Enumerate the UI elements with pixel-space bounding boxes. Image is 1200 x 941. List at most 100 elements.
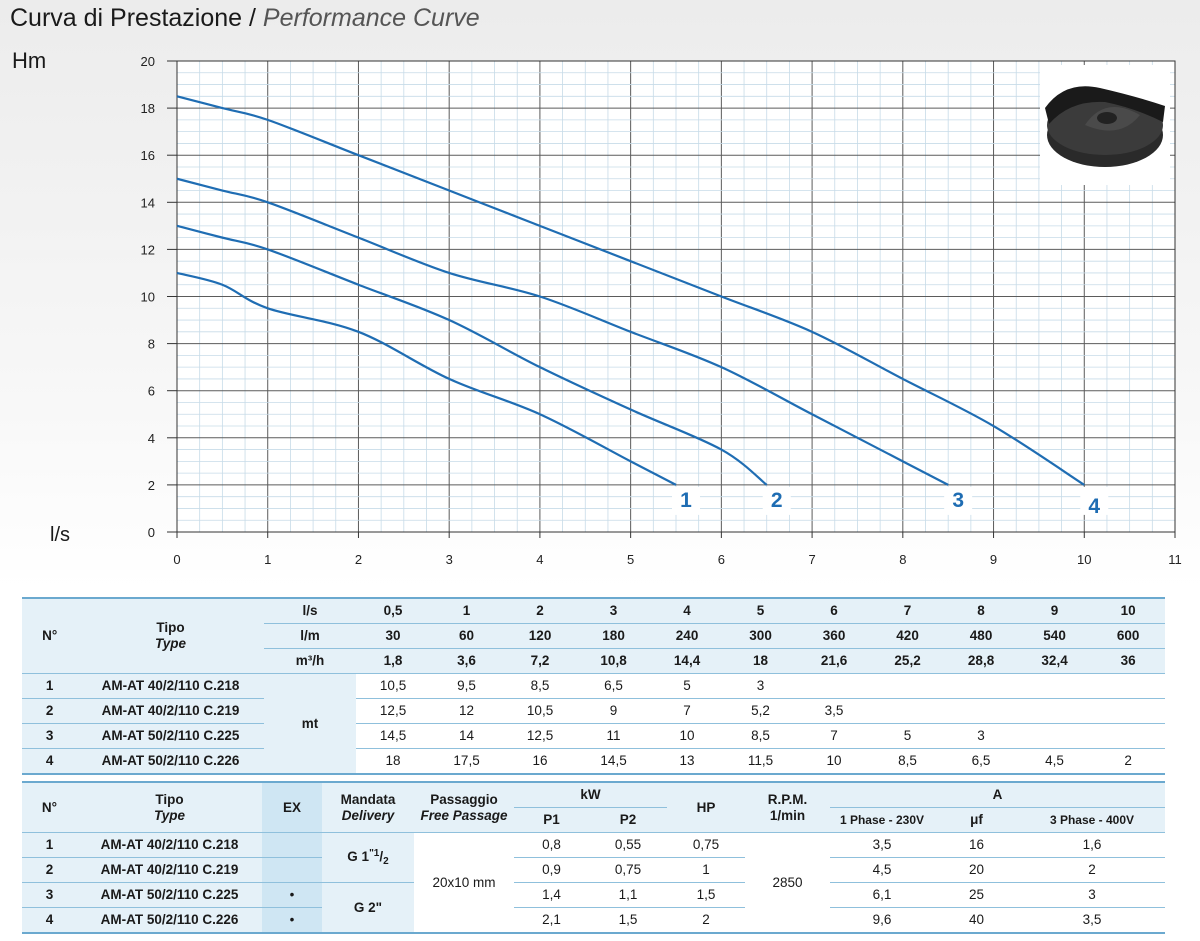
head-cell: 17,5 — [453, 753, 480, 768]
flow-lm-cell: 120 — [503, 623, 577, 649]
hp-cell: 1,5 — [696, 887, 716, 902]
type-header: Tipo Type — [77, 782, 262, 833]
head-cell — [944, 674, 1018, 699]
y-tick-label: 2 — [148, 478, 155, 493]
row-number: 4 — [22, 748, 78, 774]
row-number: 3 — [22, 723, 78, 749]
head-cell: 14,5 — [379, 728, 407, 743]
p2-cell: 1,1 — [618, 887, 638, 902]
head-cell — [1091, 674, 1165, 699]
mandata-label: Mandata — [340, 791, 396, 807]
p2-header: P2 — [589, 807, 667, 833]
head-cell: 3 — [756, 678, 765, 693]
head-cell: 5 — [903, 728, 912, 743]
a3-cell: 1,6 — [1082, 837, 1102, 852]
flow-lm-cell: 600 — [1091, 623, 1165, 649]
p1-cell: 1,4 — [542, 887, 561, 902]
ex-marker — [262, 857, 322, 883]
tipo-label: Tipo — [156, 620, 185, 635]
x-tick-label: 1 — [264, 552, 271, 567]
type-header: Tipo Type — [77, 598, 264, 674]
y-tick-label: 6 — [148, 384, 155, 399]
curve-label-2: 2 — [771, 489, 783, 512]
rpm-label: R.P.M. — [767, 791, 808, 807]
flow-m3h-cell: 25,2 — [870, 648, 945, 674]
flow-lm-cell: 300 — [723, 623, 798, 649]
head-cell: 3 — [977, 728, 985, 743]
model-name: AM-AT 40/2/110 C.218 — [77, 832, 262, 858]
title-english: Performance Curve — [262, 4, 480, 32]
grid — [176, 60, 1176, 533]
row-number: 2 — [22, 698, 78, 724]
ex-marker: • — [262, 907, 322, 933]
hp-cell: 1 — [702, 862, 710, 877]
x-tick-label: 3 — [446, 552, 453, 567]
head-cell — [1091, 699, 1165, 724]
y-tick-label: 0 — [148, 525, 155, 540]
flow-ls-cell: 2 — [503, 598, 577, 624]
head-cell: 10,5 — [379, 678, 407, 693]
uf-header: μf — [934, 807, 1019, 833]
y-axis-label: Hm — [12, 48, 47, 73]
row-number: 1 — [22, 832, 77, 858]
table-row: 2 AM-AT 40/2/110 C.219 0,9 0,75 1 4,5 20… — [22, 857, 1165, 883]
hp-cell: 0,75 — [692, 837, 720, 852]
y-tick-label: 10 — [141, 290, 155, 305]
a3-cell: 3,5 — [1082, 912, 1102, 927]
tipo-label: Tipo — [155, 791, 184, 807]
type-label: Type — [155, 636, 187, 651]
free-passage-label: Free Passage — [420, 807, 508, 823]
head-cell: 13 — [679, 753, 695, 768]
flow-ls-cell: 7 — [870, 598, 945, 624]
flow-lm-cell: 540 — [1017, 623, 1092, 649]
a3-cell: 2 — [1088, 862, 1096, 877]
p1-header: P1 — [514, 807, 589, 833]
head-cell: 10 — [679, 728, 695, 743]
flow-lm-cell: 480 — [944, 623, 1018, 649]
uf-cell: 16 — [968, 837, 985, 852]
head-cell: 6,5 — [971, 753, 991, 768]
delivery-label: Delivery — [341, 807, 395, 823]
head-cell: 12 — [459, 703, 475, 718]
head-cell: 8,5 — [751, 728, 770, 743]
delivery-small: G 1"1/2 — [322, 832, 414, 883]
head-cell: 7 — [683, 703, 691, 718]
head-cell: 14 — [459, 728, 475, 743]
model-name: AM-AT 50/2/110 C.225 — [77, 723, 264, 749]
flow-ls-cell: 1 — [429, 598, 504, 624]
flow-lm-cell: 60 — [429, 623, 504, 649]
curve-1 — [176, 271, 677, 486]
uf-cell: 20 — [968, 862, 985, 877]
table-row: 3 AM-AT 50/2/110 C.225 14,5 14 12,5 11 1… — [22, 723, 1165, 749]
unit-ls: l/s — [263, 598, 357, 624]
head-flow-table: N° Tipo Type l/s 0,5 1 2 3 4 5 6 7 8 9 1… — [22, 597, 1165, 775]
hp-cell: 2 — [702, 912, 710, 927]
p2-cell: 0,55 — [614, 837, 642, 852]
x-tick-label: 4 — [536, 552, 543, 567]
head-cell: 5,2 — [751, 703, 770, 718]
delivery-header: Mandata Delivery — [322, 782, 414, 833]
head-cell — [1018, 699, 1092, 724]
head-cell: 6,5 — [604, 678, 623, 693]
y-tick-label: 20 — [141, 54, 155, 69]
flow-m3h-cell: 1,8 — [356, 648, 430, 674]
head-cell: 9,5 — [457, 678, 476, 693]
no-header: N° — [22, 598, 78, 674]
flow-lm-row: l/m 30 60 120 180 240 300 360 420 480 54… — [22, 623, 1165, 649]
table-row: 1 AM-AT 40/2/110 C.218 G 1"1/2 20x10 mm … — [22, 832, 1165, 890]
y-tick-label: 4 — [148, 431, 155, 446]
flow-ls-cell: 6 — [797, 598, 871, 624]
passage-header: Passaggio Free Passage — [414, 782, 514, 833]
table-row: 2 AM-AT 40/2/110 C.219 12,5 12 10,5 9 7 … — [22, 698, 1165, 724]
head-cell: 14,5 — [600, 753, 627, 768]
flow-lm-cell: 420 — [870, 623, 945, 649]
flow-m3h-cell: 36 — [1091, 648, 1165, 674]
flow-ls-cell: 3 — [576, 598, 651, 624]
head-cell: 12,5 — [379, 703, 407, 718]
x-tick-label: 0 — [173, 552, 180, 567]
flow-ls-cell: 0,5 — [356, 598, 430, 624]
curves — [176, 95, 1085, 486]
page-title: Curva di Prestazione / Performance Curve — [10, 4, 480, 33]
passaggio-label: Passaggio — [430, 791, 498, 807]
head-cell — [797, 674, 871, 699]
